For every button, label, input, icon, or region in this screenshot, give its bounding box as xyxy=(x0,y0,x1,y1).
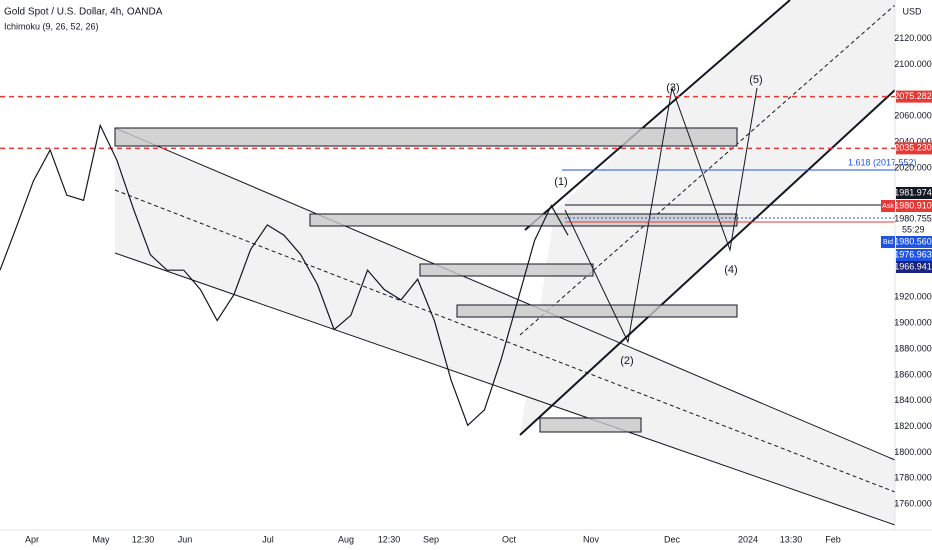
x-tick-label: 2024 xyxy=(738,534,758,544)
price-tag xyxy=(896,90,932,103)
price-tag xyxy=(896,187,932,199)
x-tick-label: Sep xyxy=(423,534,439,544)
price-tag xyxy=(896,249,932,261)
y-tick-label: 2060.000 xyxy=(894,111,932,121)
price-tag-label: 2075.282 xyxy=(894,91,932,101)
tag-label: Bid xyxy=(883,239,893,246)
channel-line xyxy=(519,89,896,436)
zone xyxy=(309,213,738,227)
wave-label: (2) xyxy=(620,355,633,367)
zone xyxy=(419,263,594,277)
wave-label: (5) xyxy=(749,74,762,86)
x-tick-label: Dec xyxy=(664,534,681,544)
wave-label: (1) xyxy=(554,176,567,188)
y-tick-label: 2020.000 xyxy=(894,162,932,172)
x-tick-label: Jun xyxy=(178,534,193,544)
y-tick-label: 1760.000 xyxy=(894,499,932,509)
wave-label: (3) xyxy=(666,82,679,94)
x-tick-label: Aug xyxy=(338,534,354,544)
y-tick-label: 1860.000 xyxy=(894,369,932,379)
tag-box xyxy=(881,236,895,248)
price-tag xyxy=(896,200,932,212)
x-tick-label: 12:30 xyxy=(378,534,401,544)
price-tag xyxy=(896,142,932,155)
x-tick-label: Apr xyxy=(25,534,39,544)
channel-line xyxy=(114,252,896,526)
x-tick-label: May xyxy=(92,534,110,544)
fib-label: 1.618 (2017.552) xyxy=(848,157,917,167)
price-tag xyxy=(896,261,932,273)
currency: USD xyxy=(902,6,922,16)
y-tick-label: 1900.000 xyxy=(894,318,932,328)
y-tick-label: 1800.000 xyxy=(894,447,932,457)
x-tick-label: Feb xyxy=(825,534,841,544)
channel-line xyxy=(524,0,791,231)
chart-title: Gold Spot / U.S. Dollar, 4h, OANDA xyxy=(4,7,163,18)
price-tag-label: 1966.941 xyxy=(894,261,932,271)
price-tag-label: 1981.974 xyxy=(894,187,932,197)
price-tag-label: 1980.560 xyxy=(894,236,932,246)
x-tick-label: Jul xyxy=(262,534,274,544)
price-tag xyxy=(896,236,932,248)
wave-path xyxy=(564,86,758,344)
zone xyxy=(114,127,738,147)
price-line xyxy=(0,123,569,427)
x-tick-label: 13:30 xyxy=(780,534,803,544)
x-tick-label: 12:30 xyxy=(132,534,155,544)
countdown: 55:29 xyxy=(902,224,925,234)
price-tag-label: 1976.963 xyxy=(894,249,932,259)
channel-mid xyxy=(519,4,896,336)
y-tick-label: 1820.000 xyxy=(894,421,932,431)
y-tick-label: 1840.000 xyxy=(894,395,932,405)
y-tick-label: 2100.000 xyxy=(894,59,932,69)
y-tick-label: 2040.000 xyxy=(894,137,932,147)
zone xyxy=(539,417,642,433)
price-tag xyxy=(896,213,932,225)
zone xyxy=(456,304,738,318)
tag-box xyxy=(881,200,895,212)
y-tick-label: 1780.000 xyxy=(894,473,932,483)
price-tag-label: 1980.755 xyxy=(894,213,932,223)
descending-channel-fill xyxy=(115,128,895,525)
y-tick-label: 2120.000 xyxy=(894,33,932,43)
channel-line xyxy=(114,127,896,461)
tag-label: Ask xyxy=(882,203,894,210)
y-tick-label: 1880.000 xyxy=(894,343,932,353)
drawings xyxy=(114,0,896,526)
wave-label: (4) xyxy=(724,264,737,276)
y-tick-label: 1920.000 xyxy=(894,292,932,302)
price-tag-label: 1980.910 xyxy=(894,200,932,210)
price-tag-label: 2035.230 xyxy=(894,143,932,153)
x-tick-label: Oct xyxy=(502,534,517,544)
x-tick-label: Nov xyxy=(583,534,600,544)
indicator-label: Ichimoku (9, 26, 52, 26) xyxy=(4,21,99,31)
